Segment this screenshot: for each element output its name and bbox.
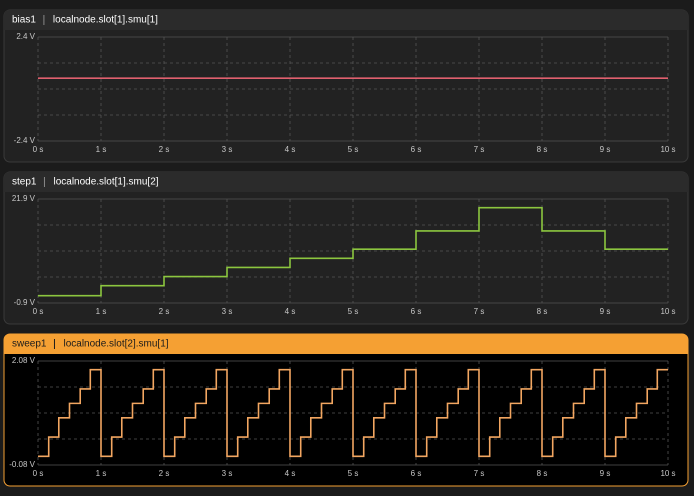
x-tick-label: 1 s xyxy=(96,469,107,478)
series-line xyxy=(38,368,668,458)
x-tick-label: 3 s xyxy=(222,307,233,316)
y-tick-label: 2.4 V xyxy=(16,32,35,41)
panel-header xyxy=(4,172,688,192)
series-line xyxy=(38,206,668,297)
panel xyxy=(3,333,689,487)
x-tick-label: 4 s xyxy=(285,469,296,478)
x-tick-label: 2 s xyxy=(159,469,170,478)
x-tick-label: 6 s xyxy=(411,307,422,316)
x-tick-label: 9 s xyxy=(600,469,611,478)
panel-subtitle: localnode.slot[1].smu[2] xyxy=(53,177,158,188)
x-tick-label: 7 s xyxy=(474,307,485,316)
x-tick-label: 10 s xyxy=(660,307,675,316)
y-tick-label: -0.9 V xyxy=(14,298,36,307)
x-tick-label: 0 s xyxy=(33,469,44,478)
panel-header xyxy=(4,10,688,30)
x-tick-label: 5 s xyxy=(348,469,359,478)
x-tick-label: 0 s xyxy=(33,145,44,154)
x-tick-label: 0 s xyxy=(33,307,44,316)
x-tick-label: 4 s xyxy=(285,145,296,154)
x-tick-label: 6 s xyxy=(411,145,422,154)
panel-title: bias1 xyxy=(12,15,36,26)
x-tick-label: 1 s xyxy=(96,307,107,316)
x-tick-label: 8 s xyxy=(537,145,548,154)
x-tick-label: 2 s xyxy=(159,307,170,316)
x-tick-label: 7 s xyxy=(474,145,485,154)
x-tick-label: 10 s xyxy=(660,145,675,154)
x-tick-label: 8 s xyxy=(537,307,548,316)
x-tick-label: 2 s xyxy=(159,145,170,154)
x-tick-label: 5 s xyxy=(348,145,359,154)
x-tick-label: 1 s xyxy=(96,145,107,154)
panel-header xyxy=(4,334,688,354)
x-tick-label: 7 s xyxy=(474,469,485,478)
y-tick-label: -2.4 V xyxy=(14,136,36,145)
y-tick-label: 21.9 V xyxy=(12,194,36,203)
x-tick-label: 5 s xyxy=(348,307,359,316)
y-tick-label: -0.08 V xyxy=(9,460,35,469)
y-tick-label: 2.08 V xyxy=(12,356,36,365)
x-tick-label: 3 s xyxy=(222,469,233,478)
panel-title: sweep1 xyxy=(12,339,47,350)
x-tick-label: 9 s xyxy=(600,307,611,316)
panel-subtitle: localnode.slot[1].smu[1] xyxy=(53,15,158,26)
panel-title: step1 xyxy=(12,177,37,188)
x-tick-label: 4 s xyxy=(285,307,296,316)
panel xyxy=(3,9,689,163)
x-tick-label: 3 s xyxy=(222,145,233,154)
panel xyxy=(3,171,689,325)
x-tick-label: 10 s xyxy=(660,469,675,478)
x-tick-label: 9 s xyxy=(600,145,611,154)
x-tick-label: 8 s xyxy=(537,469,548,478)
panel-subtitle: localnode.slot[2].smu[1] xyxy=(63,339,168,350)
x-tick-label: 6 s xyxy=(411,469,422,478)
